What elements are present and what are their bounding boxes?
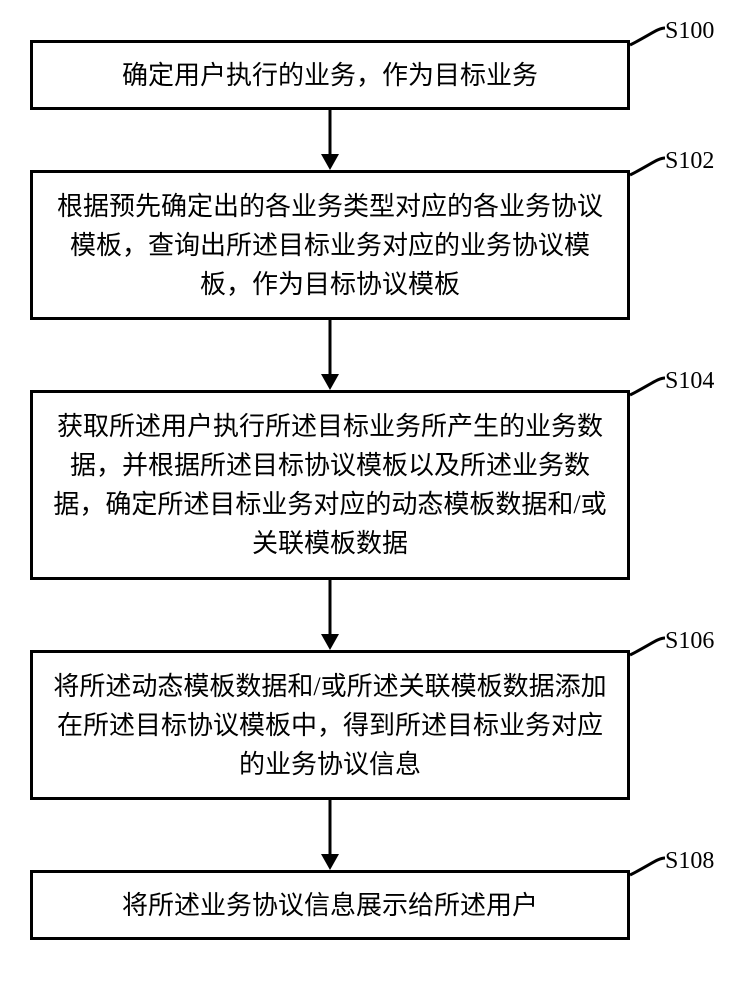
flowchart-canvas: 确定用户执行的业务，作为目标业务 S100 根据预先确定出的各业务类型对应的各业… [0,0,730,1000]
label-connector-s108 [0,0,730,1000]
